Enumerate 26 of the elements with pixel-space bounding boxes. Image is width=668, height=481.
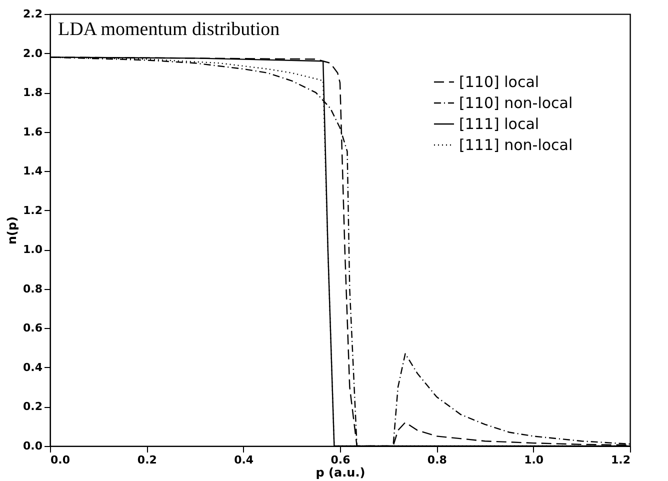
x-tick-label: 0.8 <box>427 454 447 466</box>
y-tick-label: 1.0 <box>23 243 43 256</box>
y-tick-label: 1.4 <box>23 164 43 178</box>
y-tick-label: 0.2 <box>23 400 42 414</box>
y-tick-label: 1.8 <box>23 86 42 100</box>
legend-label: [111] non-local <box>459 136 573 154</box>
y-axis-title: n(p) <box>5 216 20 245</box>
x-tick-label: 0.2 <box>137 454 157 466</box>
y-tick-label: 0.4 <box>23 360 43 374</box>
legend-label: [110] local <box>459 73 540 91</box>
y-tick-label: 1.2 <box>23 204 42 217</box>
legend-label: [111] local <box>459 115 540 133</box>
y-tick-label: 0.0 <box>23 440 43 452</box>
x-axis-title: p (a.u.) <box>316 466 366 480</box>
x-tick-label: 0.0 <box>50 454 70 466</box>
y-tick-label: 2.0 <box>23 46 43 60</box>
x-tick-label: 1.0 <box>524 454 544 466</box>
y-tick-label: 0.8 <box>23 282 42 296</box>
legend-label: [110] non-local <box>459 94 573 112</box>
x-tick-label: 0.4 <box>234 454 254 466</box>
chart-title: LDA momentum distribution <box>58 19 280 40</box>
x-tick-label: 1.2 <box>611 454 630 466</box>
y-tick-label: 2.2 <box>23 8 42 20</box>
y-tick-label: 0.6 <box>23 322 43 335</box>
x-tick-label: 0.6 <box>330 454 351 466</box>
y-tick-label: 1.6 <box>23 125 43 138</box>
